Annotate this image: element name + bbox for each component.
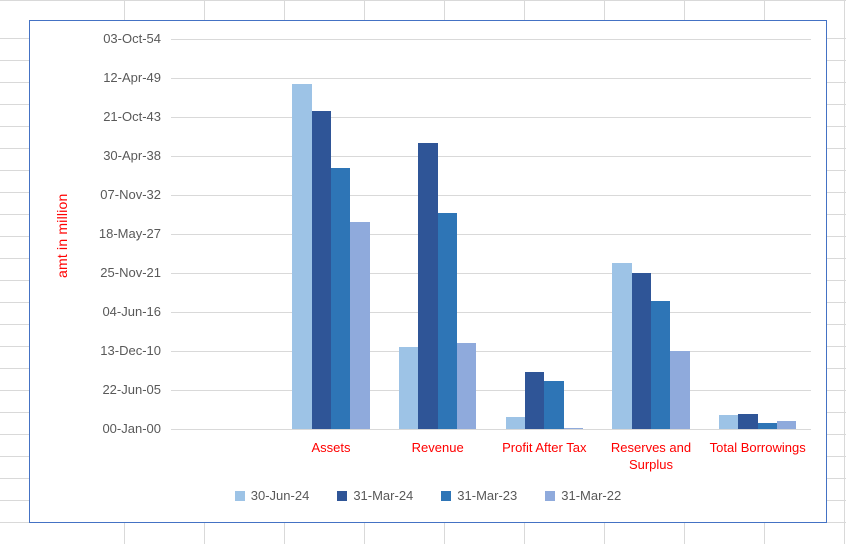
- bar-31-Mar-24-reserves-and-surplus[interactable]: [631, 273, 651, 429]
- bar-31-Mar-22-revenue[interactable]: [457, 343, 477, 429]
- plot-gridline: [171, 234, 811, 235]
- y-axis-tick-label: 13-Dec-10: [100, 343, 161, 358]
- plot-gridline: [171, 78, 811, 79]
- bar-31-Mar-23-revenue[interactable]: [437, 212, 458, 429]
- legend-item-31-Mar-24[interactable]: 31-Mar-24: [337, 488, 413, 503]
- legend-swatch-icon: [545, 490, 556, 501]
- bar-30-Jun-24-total-borrowings[interactable]: [718, 415, 739, 430]
- legend-swatch-icon: [234, 490, 245, 501]
- legend-label: 31-Mar-24: [353, 488, 414, 503]
- bar-31-Mar-24-revenue[interactable]: [418, 143, 438, 429]
- bar-31-Mar-22-total-borrowings[interactable]: [777, 421, 797, 429]
- category-label: Reserves and Surplus: [610, 440, 692, 472]
- legend-label: 30-Jun-24: [250, 488, 310, 503]
- category-label: Total Borrowings: [709, 440, 806, 455]
- y-axis-tick-label: 04-Jun-16: [102, 304, 161, 319]
- legend-item-31-Mar-22[interactable]: 31-Mar-22: [545, 488, 621, 503]
- legend-label: 31-Mar-23: [457, 488, 518, 503]
- bar-31-Mar-23-profit-after-tax[interactable]: [544, 380, 564, 429]
- plot-gridline: [171, 312, 811, 313]
- bar-31-Mar-22-assets[interactable]: [350, 222, 370, 429]
- y-axis-tick-label: 12-Apr-49: [103, 70, 161, 85]
- plot-gridline: [171, 39, 811, 40]
- plot-gridline: [171, 273, 811, 274]
- bar-31-Mar-23-reserves-and-surplus[interactable]: [651, 301, 671, 429]
- category-label: Assets: [311, 440, 351, 455]
- bar-31-Mar-24-total-borrowings[interactable]: [738, 414, 758, 429]
- bar-31-Mar-23-assets[interactable]: [331, 167, 351, 429]
- bar-30-Jun-24-profit-after-tax[interactable]: [505, 417, 525, 429]
- y-axis-tick-label: 18-May-27: [98, 226, 161, 241]
- bar-30-Jun-24-assets[interactable]: [292, 83, 312, 429]
- y-axis-tick-label: 25-Nov-21: [100, 265, 161, 280]
- bar-30-Jun-24-reserves-and-surplus[interactable]: [612, 263, 632, 430]
- y-axis-tick-label: 03-Oct-54: [103, 31, 161, 46]
- chart-area[interactable]: amt in million 30-Jun-24 31-Mar-24 31-Mar-…: [29, 20, 827, 523]
- bar-31-Mar-23-total-borrowings[interactable]: [757, 423, 778, 429]
- plot-gridline: [171, 390, 811, 391]
- chart-legend: 30-Jun-24 31-Mar-24 31-Mar-23 31-Mar-22: [30, 488, 826, 503]
- plot-gridline: [171, 195, 811, 196]
- category-label: Revenue: [411, 440, 464, 455]
- y-axis-tick-label: 07-Nov-32: [100, 187, 161, 202]
- plot-gridline: [171, 156, 811, 157]
- legend-swatch-icon: [441, 490, 452, 501]
- y-axis-tick-label: 22-Jun-05: [102, 382, 161, 397]
- y-axis-tick-label: 00-Jan-00: [102, 421, 161, 436]
- legend-item-30-Jun-24[interactable]: 30-Jun-24: [234, 488, 310, 503]
- legend-item-31-Mar-23[interactable]: 31-Mar-23: [441, 488, 517, 503]
- category-label: Profit After Tax: [502, 440, 587, 455]
- bar-31-Mar-22-profit-after-tax[interactable]: [563, 428, 584, 429]
- bar-31-Mar-24-assets[interactable]: [311, 111, 331, 429]
- y-axis-tick-label: 21-Oct-43: [103, 109, 161, 124]
- legend-swatch-icon: [337, 490, 348, 501]
- legend-label: 31-Mar-22: [561, 488, 622, 503]
- plot-gridline: [171, 351, 811, 352]
- plot-gridline: [171, 429, 811, 430]
- plot-gridline: [171, 117, 811, 118]
- bar-30-Jun-24-revenue[interactable]: [398, 347, 419, 429]
- y-axis-tick-label: 30-Apr-38: [103, 148, 161, 163]
- bar-31-Mar-22-reserves-and-surplus[interactable]: [670, 351, 690, 429]
- bar-31-Mar-24-profit-after-tax[interactable]: [524, 371, 545, 429]
